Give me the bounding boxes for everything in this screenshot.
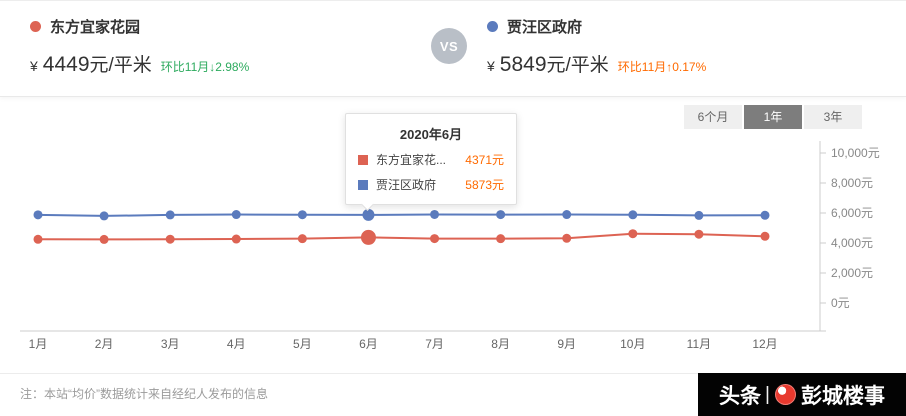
property-left: 东方宜家花园 ¥ 4449 元/平米 环比11月↓2.98% bbox=[30, 16, 249, 77]
tooltip-row-0: 东方宜家花... 4371元 bbox=[358, 151, 504, 168]
red-series-dot-icon bbox=[30, 21, 41, 32]
tooltip-series-value: 5873元 bbox=[465, 178, 504, 192]
series-line-0 bbox=[37, 232, 766, 241]
tooltip-row-1: 贾汪区政府 5873元 bbox=[358, 176, 504, 193]
currency-symbol: ¥ bbox=[30, 58, 38, 74]
data-point-1-11[interactable] bbox=[760, 210, 770, 220]
chart-tooltip: 2020年6月 东方宜家花... 4371元贾汪区政府 5873元 bbox=[345, 113, 517, 211]
property-left-name-row: 东方宜家花园 bbox=[30, 16, 249, 37]
watermark-divider: | bbox=[765, 383, 770, 405]
y-axis-label: 0元 bbox=[831, 296, 850, 310]
data-point-0-10[interactable] bbox=[694, 229, 704, 239]
data-point-0-0[interactable] bbox=[33, 234, 43, 244]
data-point-0-11[interactable] bbox=[760, 231, 770, 241]
y-axis-label: 8,000元 bbox=[831, 176, 873, 190]
x-axis-label: 10月 bbox=[620, 337, 645, 351]
y-axis-label: 6,000元 bbox=[831, 206, 873, 220]
price-unit: 元/平米 bbox=[89, 55, 152, 76]
y-axis-label: 2,000元 bbox=[831, 266, 873, 280]
blue-series-dot-icon bbox=[487, 21, 498, 32]
y-axis-label: 4,000元 bbox=[831, 236, 873, 250]
tooltip-series-marker-icon bbox=[358, 154, 368, 165]
property-left-name: 东方宜家花园 bbox=[50, 19, 141, 36]
x-axis-label: 3月 bbox=[161, 337, 180, 351]
tooltip-series-marker-icon bbox=[358, 179, 368, 190]
property-right: 贾汪区政府 ¥ 5849 元/平米 环比11月↑0.17% bbox=[487, 16, 706, 77]
x-axis-label: 2月 bbox=[95, 337, 114, 351]
data-point-0-2[interactable] bbox=[165, 234, 175, 244]
property-right-name-row: 贾汪区政府 bbox=[487, 16, 706, 37]
data-point-1-1[interactable] bbox=[99, 211, 109, 221]
tooltip-series-value: 4371元 bbox=[465, 153, 504, 167]
range-button-0[interactable]: 6个月 bbox=[684, 105, 742, 129]
data-point-0-7[interactable] bbox=[496, 234, 506, 244]
data-point-1-10[interactable] bbox=[694, 210, 704, 220]
data-point-0-4[interactable] bbox=[297, 234, 307, 244]
watermark: 头条 | 彭城楼事 bbox=[698, 373, 906, 416]
x-axis-label: 5月 bbox=[293, 337, 312, 351]
price-unit: 元/平米 bbox=[546, 55, 609, 76]
watermark-text1: 头条 bbox=[719, 384, 762, 408]
data-point-1-9[interactable] bbox=[628, 210, 638, 220]
series-line-1 bbox=[37, 213, 766, 217]
property-right-name: 贾汪区政府 bbox=[507, 19, 583, 36]
data-point-0-1[interactable] bbox=[99, 234, 109, 244]
tooltip-series-label: 东方宜家花... bbox=[376, 153, 447, 167]
data-point-1-4[interactable] bbox=[297, 210, 307, 220]
comparison-header: 东方宜家花园 ¥ 4449 元/平米 环比11月↓2.98% VS 贾汪区政府 … bbox=[0, 1, 906, 97]
currency-symbol: ¥ bbox=[487, 58, 495, 74]
x-axis-label: 8月 bbox=[491, 337, 510, 351]
vs-badge: VS bbox=[431, 28, 467, 64]
watermark-text2: 彭城楼事 bbox=[800, 384, 885, 408]
data-point-1-7[interactable] bbox=[496, 210, 506, 220]
property-left-change: 环比11月↓2.98% bbox=[160, 60, 250, 74]
x-axis-label: 1月 bbox=[29, 337, 48, 351]
x-axis-label: 12月 bbox=[752, 337, 777, 351]
range-button-2[interactable]: 3年 bbox=[804, 105, 862, 129]
data-point-1-5[interactable] bbox=[362, 208, 375, 221]
x-axis-label: 4月 bbox=[227, 337, 246, 351]
data-point-1-2[interactable] bbox=[165, 210, 175, 220]
data-point-0-3[interactable] bbox=[231, 234, 241, 244]
data-point-0-5[interactable] bbox=[360, 229, 376, 245]
footer-bar: 注：本站“均价”数据统计来自经纪人发布的信息 头条 | 彭城楼事 bbox=[0, 373, 906, 416]
y-axis-label: 10,000元 bbox=[831, 146, 880, 160]
data-point-0-8[interactable] bbox=[562, 233, 572, 243]
x-axis-label: 9月 bbox=[557, 337, 576, 351]
tooltip-title: 2020年6月 bbox=[399, 127, 463, 142]
data-point-0-9[interactable] bbox=[628, 229, 638, 239]
property-left-price-row: ¥ 4449 元/平米 环比11月↓2.98% bbox=[30, 50, 249, 77]
data-point-1-6[interactable] bbox=[430, 209, 440, 219]
x-axis-label: 6月 bbox=[359, 337, 378, 351]
tooltip-series-label: 贾汪区政府 bbox=[376, 178, 437, 192]
brand-logo-icon bbox=[774, 384, 796, 405]
data-point-1-0[interactable] bbox=[33, 210, 43, 220]
range-selector: 6个月 1年 3年 bbox=[682, 105, 862, 129]
property-right-change: 环比11月↑0.17% bbox=[617, 60, 707, 74]
property-right-price: 5849 bbox=[499, 53, 547, 76]
property-right-price-row: ¥ 5849 元/平米 环比11月↑0.17% bbox=[487, 50, 706, 77]
data-point-0-6[interactable] bbox=[430, 234, 440, 244]
x-axis-label: 11月 bbox=[687, 337, 711, 351]
x-axis-label: 7月 bbox=[425, 337, 444, 351]
data-point-1-3[interactable] bbox=[231, 210, 241, 220]
tooltip-rows: 东方宜家花... 4371元贾汪区政府 5873元 bbox=[358, 151, 504, 193]
data-source-note: 注：本站“均价”数据统计来自经纪人发布的信息 bbox=[20, 387, 268, 401]
property-left-price: 4449 bbox=[42, 53, 90, 76]
price-trend-chart: 10,000元 8,000元 6,000元 4,000元 2,000元 0元 1月 2月 3月 4… bbox=[20, 141, 880, 351]
range-button-1[interactable]: 1年 bbox=[744, 105, 802, 129]
data-point-1-8[interactable] bbox=[562, 210, 572, 220]
